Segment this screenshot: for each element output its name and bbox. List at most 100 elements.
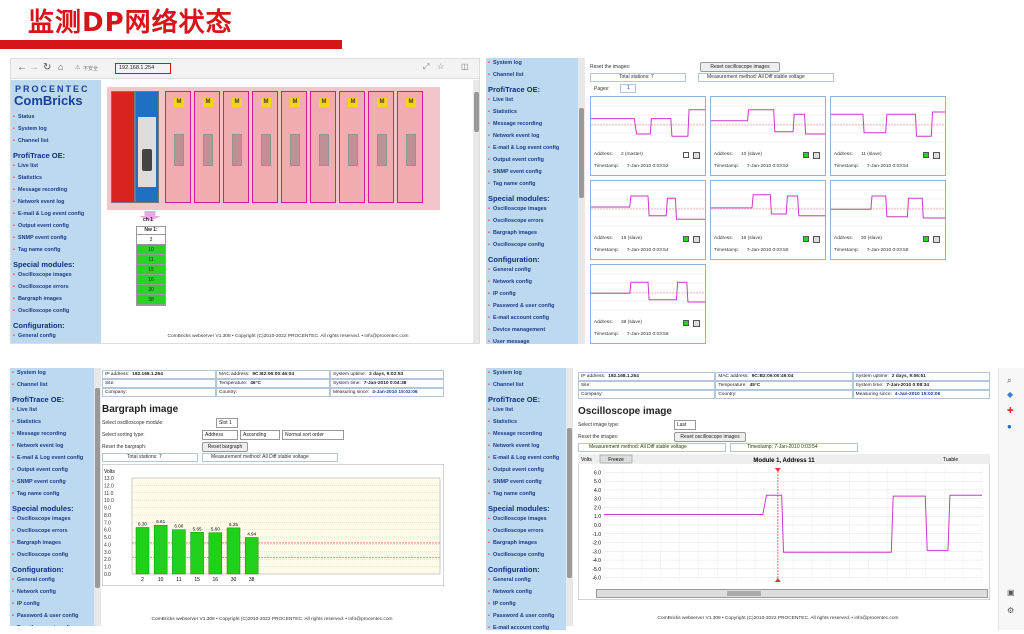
address-cell[interactable]: 10: [137, 245, 165, 255]
address-cell[interactable]: 15: [137, 265, 165, 275]
sidebar-item[interactable]: Message recording: [13, 187, 101, 193]
sidebar-item[interactable]: E-mail account config: [12, 625, 94, 626]
sidebar-item[interactable]: Password & user config: [488, 303, 578, 309]
sidebar-item[interactable]: Bargraph images: [488, 230, 578, 236]
sidebar-item[interactable]: Channel list: [12, 382, 94, 388]
empty-module-slot[interactable]: M: [165, 91, 191, 203]
sidebar-item[interactable]: E-mail & Log event config: [488, 145, 578, 151]
sidebar-item[interactable]: Oscilloscope errors: [488, 218, 578, 224]
sidebar-item[interactable]: Tag name config: [13, 247, 101, 253]
sidebar-item[interactable]: IP config: [12, 601, 94, 607]
sidebar-item[interactable]: Message recording: [488, 121, 578, 127]
scrollbar[interactable]: [566, 368, 573, 626]
sidebar-item[interactable]: Live list: [12, 407, 94, 413]
sidebar-item[interactable]: E-mail account config: [488, 625, 566, 630]
sidebar-item[interactable]: Network config: [12, 589, 94, 595]
sidebar-item[interactable]: E-mail account config: [488, 315, 578, 321]
sidebar-item[interactable]: Network config: [488, 279, 578, 285]
sidebar-item[interactable]: Password & user config: [12, 613, 94, 619]
zoom-icon[interactable]: [693, 152, 700, 159]
sidebar-item[interactable]: System log: [488, 370, 566, 376]
sidebar-item[interactable]: Password & user config: [488, 613, 566, 619]
zoom-icon[interactable]: ⤢: [423, 62, 430, 71]
sidebar-toggle-icon[interactable]: ▣: [1007, 588, 1015, 597]
zoom-icon[interactable]: [693, 320, 700, 327]
sidebar-item[interactable]: Channel list: [488, 72, 578, 78]
oscilloscope-thumbnail[interactable]: Address: 11 (slave) Timestamp: 7-Jan-2010 0…: [830, 96, 946, 176]
oscilloscope-thumbnail[interactable]: Address: 15 (slave) Timestamp: 7-Jan-2010 0…: [590, 180, 706, 260]
scrollbar[interactable]: [473, 80, 479, 343]
sidebar-item[interactable]: Oscilloscope errors: [12, 528, 94, 534]
sidebar-item[interactable]: Message recording: [488, 431, 566, 437]
address-cell[interactable]: 30: [137, 285, 165, 295]
star-icon[interactable]: ☆: [437, 62, 445, 71]
sidebar-item[interactable]: Output event config: [13, 223, 101, 229]
sidebar-item[interactable]: Tag name config: [488, 491, 566, 497]
sidebar-item[interactable]: General config: [488, 267, 578, 273]
settings-icon[interactable]: ⚙: [1007, 606, 1015, 615]
sidebar-item[interactable]: SNMP event config: [488, 169, 578, 175]
scrollbar[interactable]: [94, 368, 101, 626]
time-scrollbar[interactable]: [596, 589, 988, 598]
sidebar-item[interactable]: Live list: [13, 163, 101, 169]
sidebar-item[interactable]: Device management: [488, 327, 578, 333]
reset-oscilloscope-images-button[interactable]: Reset oscilloscope images: [700, 62, 780, 72]
sidebar-item[interactable]: Network event log: [12, 443, 94, 449]
address-cell[interactable]: 38: [137, 295, 165, 305]
zoom-icon[interactable]: [933, 152, 940, 159]
sidebar-item[interactable]: Channel list: [13, 138, 101, 144]
sidebar-item[interactable]: Network event log: [488, 133, 578, 139]
sidebar-item[interactable]: IP config: [488, 601, 566, 607]
zoom-icon[interactable]: [693, 236, 700, 243]
sidebar-item[interactable]: Statistics: [13, 175, 101, 181]
sidebar-item[interactable]: Output event config: [12, 467, 94, 473]
sidebar-item[interactable]: E-mail & Log event config: [488, 455, 566, 461]
sidebar-item[interactable]: Status: [13, 114, 101, 120]
sort-direction-select[interactable]: Ascending: [240, 430, 280, 440]
empty-module-slot[interactable]: M: [310, 91, 336, 203]
sidebar-item[interactable]: Network config: [488, 589, 566, 595]
image-type-select[interactable]: Last: [674, 420, 696, 430]
sidebar-item[interactable]: Output event config: [488, 157, 578, 163]
zoom-icon[interactable]: [813, 152, 820, 159]
sidebar-item[interactable]: Network event log: [488, 443, 566, 449]
empty-module-slot[interactable]: M: [281, 91, 307, 203]
sidebar-item[interactable]: Output event config: [488, 467, 566, 473]
empty-module-slot[interactable]: M: [397, 91, 423, 203]
sidebar-item[interactable]: E-mail & Log event config: [12, 455, 94, 461]
zoom-icon[interactable]: [933, 236, 940, 243]
sidebar-item[interactable]: Message recording: [12, 431, 94, 437]
search-icon[interactable]: ⌕: [1007, 376, 1012, 385]
sidebar-item[interactable]: System log: [488, 60, 578, 66]
reset-oscilloscope-images-button[interactable]: Reset oscilloscope images: [674, 432, 746, 442]
back-icon[interactable]: ←: [17, 62, 27, 73]
sidebar-item[interactable]: Oscilloscope images: [488, 516, 566, 522]
reset-bargraph-button[interactable]: Reset bargraph: [202, 442, 248, 452]
sidebar-item[interactable]: General config: [13, 333, 101, 339]
module-select[interactable]: Slot 1: [216, 418, 238, 428]
sidebar-item[interactable]: Live list: [488, 97, 578, 103]
oscilloscope-thumbnail[interactable]: Address: 16 (slave) Timestamp: 7-Jan-2010 0…: [710, 180, 826, 260]
reload-icon[interactable]: ↻: [43, 62, 52, 73]
outlook-icon[interactable]: ●: [1007, 422, 1012, 431]
tools-icon[interactable]: ✚: [1007, 406, 1014, 415]
oscilloscope-thumbnail[interactable]: Address: 30 (slave) Timestamp: 7-Jan-2010 0…: [830, 180, 946, 260]
address-cell[interactable]: 16: [137, 275, 165, 285]
sidebar-item[interactable]: Statistics: [12, 419, 94, 425]
empty-module-slot[interactable]: M: [194, 91, 220, 203]
empty-module-slot[interactable]: M: [368, 91, 394, 203]
sidebar-item[interactable]: System log: [12, 370, 94, 376]
sort-field-select[interactable]: Address: [202, 430, 238, 440]
sidebar-item[interactable]: Oscilloscope config: [12, 552, 94, 558]
sidebar-item[interactable]: Oscilloscope images: [488, 206, 578, 212]
sidebar-item[interactable]: Statistics: [488, 109, 578, 115]
sidebar-item[interactable]: E-mail & Log event config: [13, 211, 101, 217]
sidebar-item[interactable]: Oscilloscope errors: [488, 528, 566, 534]
sidebar-item[interactable]: Live list: [488, 407, 566, 413]
split-icon[interactable]: ◫: [461, 62, 469, 71]
info-value[interactable]: 4-Jan-2010 15:02:06: [894, 392, 941, 397]
sidebar-item[interactable]: Oscilloscope images: [12, 516, 94, 522]
sidebar-item[interactable]: Oscilloscope images: [13, 272, 101, 278]
empty-module-slot[interactable]: M: [252, 91, 278, 203]
sidebar-item[interactable]: Oscilloscope config: [488, 552, 566, 558]
